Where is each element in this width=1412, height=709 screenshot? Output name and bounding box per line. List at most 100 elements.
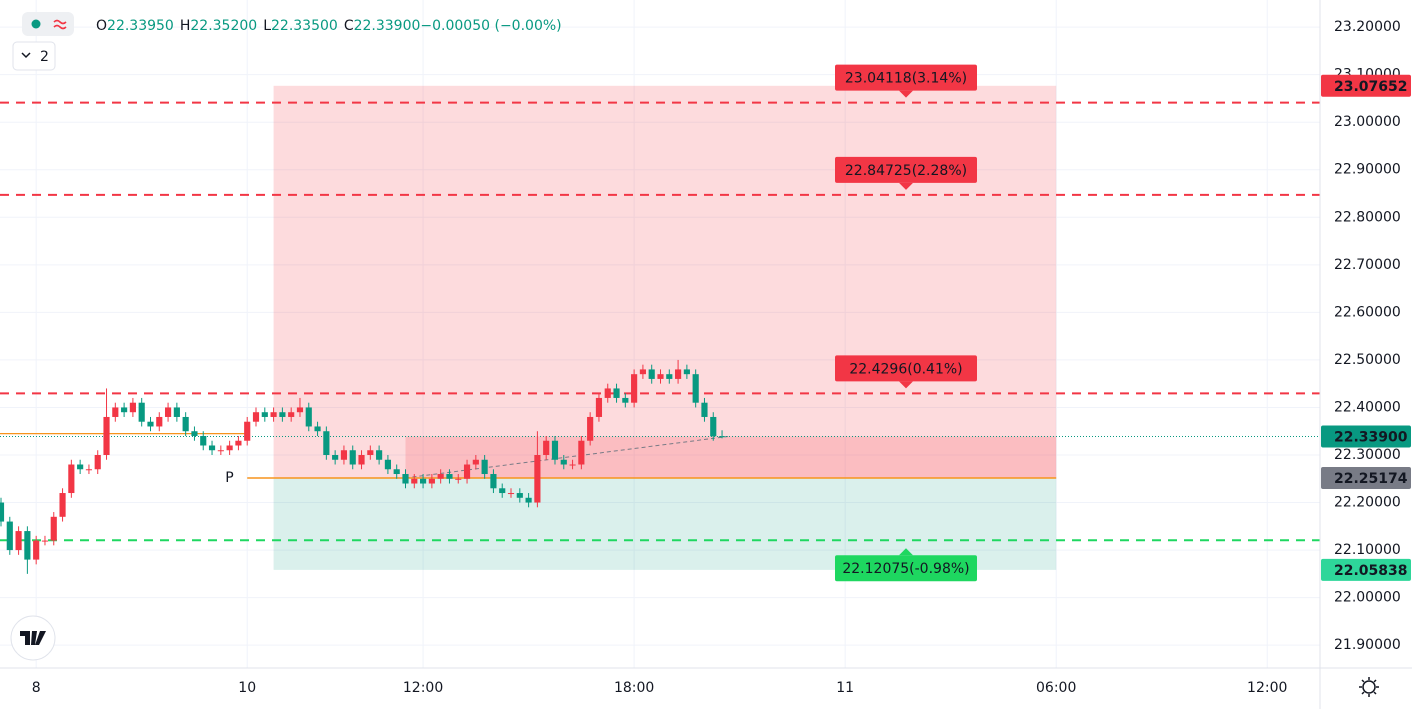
candle-body bbox=[68, 464, 75, 494]
candle-body bbox=[85, 469, 93, 471]
price-tag-label: 22.33900 bbox=[1334, 429, 1408, 445]
y-tick-label: 22.60000 bbox=[1334, 304, 1401, 320]
y-tick-label: 22.90000 bbox=[1334, 162, 1401, 178]
x-tick-label: 06:00 bbox=[1036, 680, 1076, 696]
candle-body bbox=[173, 407, 180, 417]
ohlc-value: 22.33500 bbox=[271, 18, 338, 34]
candle-body bbox=[208, 445, 216, 451]
candle-body bbox=[437, 474, 444, 479]
candle-body bbox=[129, 402, 136, 413]
level-label-arrow bbox=[899, 381, 913, 389]
candle-body bbox=[604, 388, 611, 398]
y-tick-label: 22.50000 bbox=[1334, 352, 1401, 368]
candle-body bbox=[666, 374, 673, 379]
candle-body bbox=[578, 440, 585, 465]
candle-body bbox=[490, 474, 497, 489]
ohlc-key: O bbox=[96, 18, 107, 34]
candle-body bbox=[569, 464, 576, 466]
candle-body bbox=[15, 531, 22, 551]
candle-body bbox=[701, 402, 708, 417]
level-label-box bbox=[835, 555, 977, 582]
status-button[interactable] bbox=[22, 12, 74, 36]
candle-body bbox=[121, 407, 128, 413]
y-tick-label: 22.40000 bbox=[1334, 399, 1401, 415]
header-controls: 2 bbox=[12, 12, 74, 71]
ohlc-key: L bbox=[263, 18, 271, 34]
candle-body bbox=[279, 412, 286, 417]
candle-body bbox=[507, 493, 515, 495]
candle-body bbox=[657, 374, 664, 379]
candle-body bbox=[639, 369, 646, 375]
level-label-box bbox=[835, 64, 977, 91]
candle-body bbox=[595, 397, 603, 417]
pivot-label: P bbox=[225, 470, 233, 486]
candle-body bbox=[305, 407, 312, 427]
ohlc-key: H bbox=[180, 18, 191, 34]
y-tick-label: 23.20000 bbox=[1334, 19, 1401, 35]
level-label: 23.04118(3.14%) bbox=[845, 71, 967, 87]
candle-body bbox=[560, 459, 567, 465]
ohlc-value: 22.33950 bbox=[107, 18, 174, 34]
candle-body bbox=[420, 478, 427, 484]
price-tag bbox=[1321, 558, 1411, 581]
candle-body bbox=[446, 474, 453, 479]
candle-body bbox=[156, 416, 163, 427]
level-label-arrow bbox=[899, 548, 913, 556]
candle-body bbox=[252, 412, 260, 422]
settings-icon[interactable] bbox=[1359, 677, 1379, 697]
candle-body bbox=[402, 474, 409, 484]
ohlc-value: −0.00050 (−0.00%) bbox=[420, 18, 561, 34]
candle-body bbox=[367, 450, 374, 456]
candle-body bbox=[543, 440, 550, 456]
candle-body bbox=[349, 450, 356, 465]
x-tick-label: 11 bbox=[836, 680, 854, 696]
level-label-box bbox=[835, 156, 977, 183]
candle-body bbox=[332, 455, 339, 460]
target-zone bbox=[273, 477, 1057, 570]
price-tag bbox=[1321, 74, 1411, 97]
candle-body bbox=[103, 416, 110, 456]
gear bbox=[1362, 680, 1376, 694]
indicator-count: 2 bbox=[40, 49, 49, 65]
level-label-arrow bbox=[899, 90, 913, 98]
x-tick-label: 12:00 bbox=[1247, 680, 1287, 696]
candle-body bbox=[226, 445, 233, 451]
x-tick-label: 18:00 bbox=[614, 680, 654, 696]
candle-body bbox=[270, 412, 277, 417]
plot: P 23.04118(3.14%) 22.84725(2.28%) 22.4296(0… bbox=[0, 64, 1320, 582]
stop-zone bbox=[273, 85, 1057, 478]
candle-body bbox=[296, 407, 304, 413]
candle-body bbox=[393, 469, 400, 475]
candle-body bbox=[33, 540, 40, 560]
candle-body bbox=[138, 402, 145, 422]
candle-body bbox=[314, 426, 321, 432]
axes: 21.90000 22.00000 22.10000 22.20000 22.30000… bbox=[32, 19, 1411, 696]
grid bbox=[0, 0, 1320, 668]
candle-body bbox=[376, 450, 383, 460]
candle-body bbox=[358, 455, 365, 465]
chevron-icon bbox=[21, 52, 31, 59]
y-tick-label: 22.10000 bbox=[1334, 542, 1401, 558]
ohlc-value: 22.35200 bbox=[190, 18, 257, 34]
level-label: 22.12075(-0.98%) bbox=[842, 561, 969, 577]
candle-body bbox=[384, 459, 391, 470]
level-label-box bbox=[835, 355, 977, 382]
ohlc-key: C bbox=[344, 18, 354, 34]
candle-body bbox=[463, 464, 471, 479]
candle-body bbox=[24, 531, 31, 560]
candle-body bbox=[613, 388, 620, 398]
candle-body bbox=[692, 374, 699, 403]
candle-body bbox=[587, 416, 594, 441]
price-tag-label: 22.25174 bbox=[1334, 471, 1408, 487]
candle-body bbox=[112, 407, 119, 417]
indicator-toggle[interactable] bbox=[12, 41, 56, 71]
y-tick-label: 22.00000 bbox=[1334, 590, 1401, 606]
candle-body bbox=[499, 488, 506, 494]
candle-body bbox=[77, 464, 84, 470]
logo bbox=[10, 615, 56, 661]
y-tick-label: 21.90000 bbox=[1334, 637, 1401, 653]
candle-body bbox=[200, 435, 207, 446]
